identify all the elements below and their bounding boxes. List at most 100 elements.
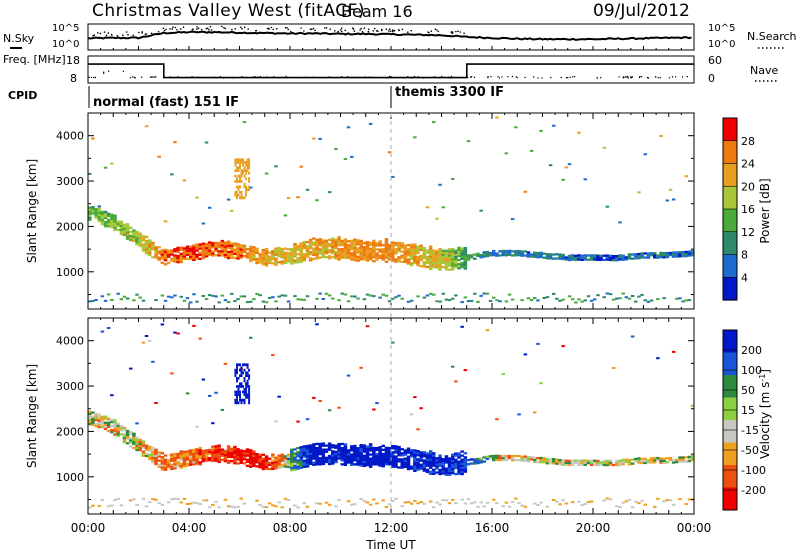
velocity-cell	[286, 463, 291, 467]
velocity-cell	[226, 455, 231, 458]
power-cell	[397, 241, 401, 245]
velocity-cell	[331, 444, 335, 447]
velocity-cell	[438, 454, 442, 457]
power-cell	[444, 251, 449, 254]
ytick-label: 1000	[56, 471, 84, 484]
power-cell	[473, 292, 477, 295]
velocity-cell	[375, 402, 379, 405]
noise-search-dot	[171, 28, 174, 30]
power-cell	[223, 299, 228, 302]
velocity-cell	[116, 434, 120, 438]
power-cell	[340, 292, 344, 295]
power-cell	[444, 261, 449, 265]
noise-search-dot	[234, 28, 236, 30]
velocity-cell	[321, 442, 326, 445]
power-cell	[195, 255, 199, 258]
power-cell	[479, 209, 483, 212]
velocity-cell	[94, 412, 98, 416]
power-cell	[233, 252, 237, 255]
power-cell	[618, 258, 622, 261]
power-cell	[157, 256, 161, 259]
power-cell	[387, 250, 392, 253]
power-cell	[242, 169, 244, 172]
velocity-cell	[419, 451, 423, 454]
power-cell	[391, 243, 395, 246]
velocity-cell	[201, 457, 206, 461]
velocity-cell	[451, 455, 455, 458]
power-cell	[185, 253, 190, 256]
power-cell	[277, 261, 281, 264]
velocity-cell	[419, 453, 423, 456]
velocity-cell	[605, 459, 610, 463]
power-cell	[432, 293, 436, 296]
power-cell	[148, 247, 152, 250]
velocity-cell	[350, 447, 354, 450]
velocity-cell	[267, 467, 272, 471]
power-cell	[372, 256, 376, 259]
velocity-cell	[88, 414, 92, 417]
power-cell	[387, 243, 392, 247]
nave-dot	[273, 76, 275, 78]
power-cell	[248, 185, 251, 189]
power-cell	[378, 240, 382, 243]
power-cell	[154, 254, 158, 257]
velocity-cell	[138, 442, 142, 445]
velocity-cell	[533, 411, 537, 414]
velocity-cell	[148, 447, 152, 450]
power-cell	[387, 254, 392, 257]
power-ylabel: Slant Range [km]	[25, 159, 39, 263]
velocity-cell	[678, 460, 682, 463]
power-cell	[463, 259, 468, 262]
power-cell	[624, 258, 629, 261]
velocity-cell	[362, 464, 367, 468]
velocity-cell	[246, 385, 249, 388]
velocity-cell	[242, 390, 244, 394]
velocity-cell	[476, 505, 480, 508]
noise-ytick-bottom: 10^0	[52, 39, 79, 50]
nave-dot	[192, 76, 194, 78]
velocity-cell	[640, 459, 644, 463]
power-cell	[428, 249, 433, 252]
nave-dot	[154, 76, 156, 78]
nave-dots	[88, 70, 688, 79]
velocity-cell	[166, 463, 171, 466]
power-cell	[365, 251, 370, 254]
velocity-cell	[246, 379, 249, 383]
velocity-cell	[504, 501, 509, 504]
power-cell	[144, 250, 149, 253]
power-cell	[350, 246, 354, 249]
power-cell	[350, 248, 354, 251]
velocity-cell	[555, 458, 559, 461]
power-cell	[444, 253, 449, 257]
velocity-cell	[653, 459, 657, 462]
velocity-cell	[299, 456, 303, 459]
velocity-cell	[179, 450, 183, 453]
power-cell	[653, 254, 657, 257]
power-cell	[318, 256, 322, 259]
power-cell	[567, 295, 572, 298]
power-cell	[627, 257, 632, 260]
velocity-cell	[406, 501, 411, 504]
velocity-cell	[327, 458, 332, 462]
velocity-cell	[185, 450, 190, 453]
power-cell	[226, 301, 231, 303]
velocity-cell	[526, 460, 531, 463]
power-cell	[296, 261, 300, 264]
colorbar-tick-label: -15	[741, 424, 759, 437]
velocity-cell	[157, 465, 161, 468]
velocity-cell	[413, 459, 417, 462]
velocity-cell	[413, 457, 417, 460]
velocity-cell	[327, 442, 332, 445]
velocity-cell	[372, 463, 376, 466]
velocity-cell	[245, 396, 248, 399]
power-cell	[334, 240, 338, 243]
power-cell	[353, 246, 357, 249]
velocity-cell	[523, 457, 528, 460]
velocity-cell	[217, 448, 221, 451]
power-cell	[416, 264, 420, 267]
power-cell	[239, 180, 241, 183]
power-cell	[432, 263, 436, 267]
power-cell	[400, 242, 404, 245]
velocity-cell	[249, 336, 253, 339]
power-cell	[627, 255, 632, 258]
